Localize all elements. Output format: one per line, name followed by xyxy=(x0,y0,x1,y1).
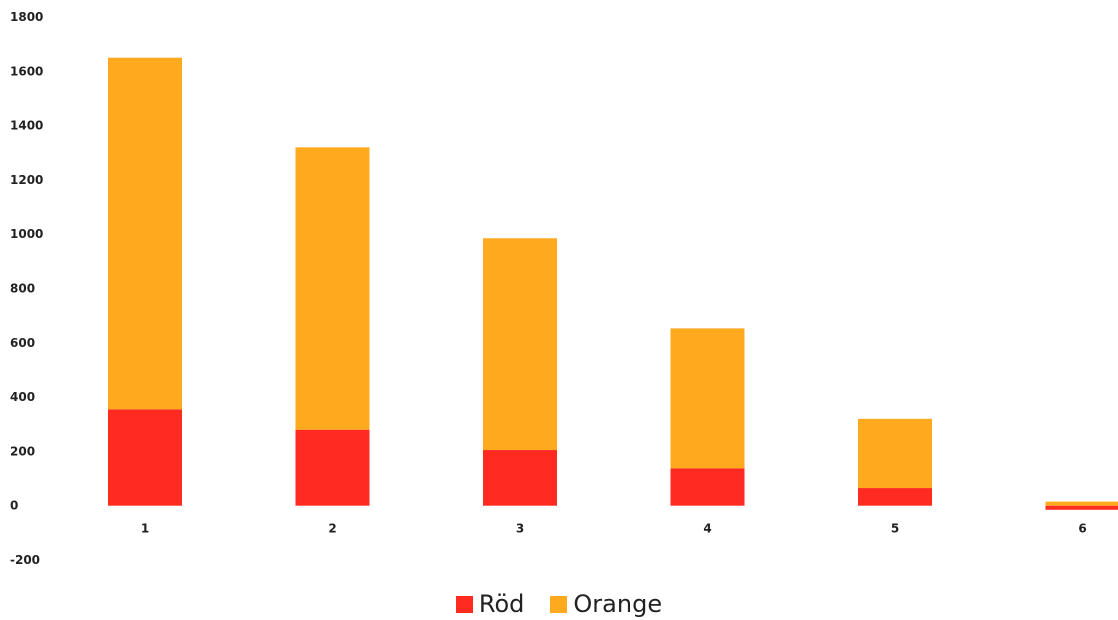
bar-rod-2 xyxy=(295,429,370,506)
bars xyxy=(108,57,1118,510)
legend-label-orange: Orange xyxy=(573,590,663,618)
y-tick-label: 1800 xyxy=(10,10,43,24)
y-axis: 1800 1600 1400 1200 1000 800 600 400 200 0 -200 xyxy=(10,10,43,567)
y-tick-label: -200 xyxy=(10,553,40,567)
legend-item-orange: Orange xyxy=(550,590,662,618)
bar-rod-6 xyxy=(1045,505,1118,510)
x-tick-label: 6 xyxy=(1078,522,1086,536)
bar-orange-3 xyxy=(483,238,557,451)
bar-rod-4 xyxy=(670,468,745,506)
legend: Röd Orange xyxy=(0,586,1118,620)
x-tick-label: 2 xyxy=(328,522,336,536)
bar-rod-1 xyxy=(108,409,182,506)
y-tick-label: 1200 xyxy=(10,173,43,187)
bar-orange-4 xyxy=(670,328,745,469)
y-tick-label: 600 xyxy=(10,336,35,350)
y-tick-label: 1000 xyxy=(10,227,43,241)
y-tick-label: 1600 xyxy=(10,64,43,78)
legend-label-rod: Röd xyxy=(478,590,525,618)
legend-item-rod: Röd xyxy=(455,590,525,618)
legend-swatch-rod xyxy=(455,595,473,613)
legend-swatch-orange xyxy=(550,595,568,613)
x-tick-label: 4 xyxy=(703,522,711,536)
bar-orange-1 xyxy=(108,57,182,410)
y-tick-label: 200 xyxy=(10,444,35,458)
x-tick-label: 1 xyxy=(141,522,149,536)
bar-rod-5 xyxy=(858,488,932,506)
y-tick-label: 0 xyxy=(10,499,18,513)
bar-orange-2 xyxy=(295,147,370,430)
bar-rod-3 xyxy=(483,450,557,506)
bar-orange-6 xyxy=(1045,501,1118,506)
y-tick-label: 1400 xyxy=(10,119,43,133)
bar-orange-5 xyxy=(858,418,932,489)
y-tick-label: 400 xyxy=(10,390,35,404)
y-tick-label: 800 xyxy=(10,282,35,296)
x-axis: 1 2 3 4 5 6 xyxy=(141,522,1087,536)
x-tick-label: 3 xyxy=(516,522,524,536)
x-tick-label: 5 xyxy=(891,522,899,536)
